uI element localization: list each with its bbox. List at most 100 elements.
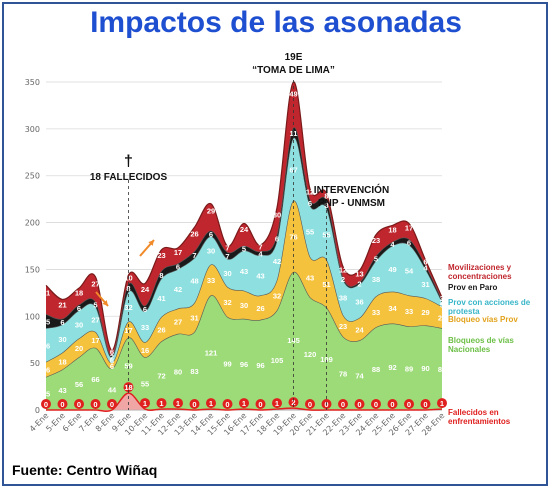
data-label: 55 xyxy=(141,379,149,388)
trend-arrow-head xyxy=(102,300,108,306)
data-label: 26 xyxy=(256,304,264,313)
data-label: 26 xyxy=(157,325,165,334)
fallecidos-marker xyxy=(41,399,51,409)
data-label: 0 xyxy=(44,400,48,409)
data-label: 27 xyxy=(91,316,99,325)
series-line xyxy=(45,127,443,356)
data-label: 1 xyxy=(440,399,444,408)
data-label: 1 xyxy=(143,399,147,408)
data-label: 6 xyxy=(423,257,427,266)
data-label: 105 xyxy=(271,356,284,365)
data-label: 26 xyxy=(190,229,198,238)
data-label: 0 xyxy=(60,400,64,409)
data-label: 23 xyxy=(157,251,165,260)
data-label: 5 xyxy=(374,255,378,264)
data-label: 36 xyxy=(42,341,50,350)
fallecidos-marker xyxy=(74,399,84,409)
data-label: 41 xyxy=(157,294,165,303)
data-label: 5 xyxy=(242,244,246,253)
data-label: 6 xyxy=(209,230,213,239)
data-label: 83 xyxy=(190,367,198,376)
legend-label: Bloqueos de vías Nacionales xyxy=(448,336,514,354)
data-label: 16 xyxy=(141,346,149,355)
data-label: 24 xyxy=(240,225,249,234)
data-label: 72 xyxy=(157,371,165,380)
data-label: 43 xyxy=(58,386,66,395)
data-label: 0 xyxy=(390,400,394,409)
fallecidos-marker xyxy=(189,399,200,409)
data-label: 31 xyxy=(421,280,429,289)
data-label: 18 xyxy=(124,383,132,392)
data-label: 43 xyxy=(240,267,248,276)
data-label: 0 xyxy=(93,400,97,409)
series-line xyxy=(45,271,443,378)
data-label: 32 xyxy=(273,292,281,301)
data-label: 11 xyxy=(290,129,298,138)
data-label: 109 xyxy=(320,355,333,364)
data-label: 6 xyxy=(143,305,147,314)
data-label: 33 xyxy=(372,308,380,317)
legend-label-line: Prov en Paro xyxy=(448,283,497,292)
data-label: 2 xyxy=(291,398,295,407)
data-label: 30 xyxy=(240,301,248,310)
data-label: 43 xyxy=(256,272,264,281)
data-label: 7 xyxy=(225,244,229,253)
data-label: 8 xyxy=(324,191,328,200)
data-label: 4 xyxy=(423,264,428,273)
fallecidos-marker xyxy=(420,399,431,409)
data-label: 30 xyxy=(75,321,83,330)
data-label: 6 xyxy=(110,356,114,365)
data-label: 6 xyxy=(407,238,411,247)
data-label: 23 xyxy=(372,236,380,245)
data-label: 120 xyxy=(304,350,317,359)
legend-label-line: Bloqueo vías Prov xyxy=(448,315,518,324)
data-label: 30 xyxy=(207,247,215,256)
data-label: 59 xyxy=(124,361,132,370)
data-label: 7 xyxy=(225,252,229,261)
data-label: 0 xyxy=(258,400,262,409)
data-label: 49 xyxy=(388,265,396,274)
legend-label-line: concentraciones xyxy=(448,272,512,281)
data-label: 2 xyxy=(357,279,361,288)
data-label: 4 xyxy=(390,240,395,249)
cross-symbol: † xyxy=(124,153,133,170)
annotation-label: PNP - UNMSM xyxy=(318,198,385,209)
fallecidos-marker xyxy=(156,398,167,409)
legend-label-line: Prov con acciones de xyxy=(448,298,531,307)
data-label: 12 xyxy=(339,265,347,274)
data-label: 30 xyxy=(273,211,281,220)
data-label: 36 xyxy=(355,297,363,306)
legend-label: Prov con acciones de protesta xyxy=(448,298,531,316)
fallecidos-marker xyxy=(90,399,101,409)
chart-title: Impactos de las asonadas xyxy=(90,6,462,39)
data-label: 42 xyxy=(273,257,281,266)
data-label: 5 xyxy=(93,301,97,310)
fallecidos-marker xyxy=(437,398,447,409)
legend-label-line: Bloqueos de vías xyxy=(448,336,514,345)
legend-label-line: Movilizaciones y xyxy=(448,263,512,272)
fallecidos-marker xyxy=(404,399,414,409)
fallecidos-marker xyxy=(239,398,249,409)
data-label: 32 xyxy=(223,298,231,307)
y-tick-label: 300 xyxy=(25,125,40,134)
data-label: 0 xyxy=(341,400,345,409)
data-label: 55 xyxy=(306,227,314,236)
data-label: 0 xyxy=(357,400,361,409)
legend-label: Prov en Paro xyxy=(448,283,497,292)
data-label: 23 xyxy=(438,314,446,323)
data-label: 90 xyxy=(421,364,429,373)
data-label: 18 xyxy=(388,226,396,235)
annotation-label: “TOMA DE LIMA” xyxy=(252,65,335,76)
data-label: 34 xyxy=(388,304,397,313)
data-label: 30 xyxy=(223,269,231,278)
y-tick-label: 100 xyxy=(25,312,40,321)
data-label: 1 xyxy=(159,399,163,408)
data-label: 15 xyxy=(42,317,50,326)
data-label: 7 xyxy=(192,251,196,260)
y-tick-label: 0 xyxy=(35,406,40,415)
data-label: 30 xyxy=(58,335,66,344)
legend-label: Movilizaciones y concentraciones xyxy=(448,263,512,281)
fallecidos-marker xyxy=(371,399,381,409)
annotation-label: 18 FALLECIDOS xyxy=(90,172,168,183)
